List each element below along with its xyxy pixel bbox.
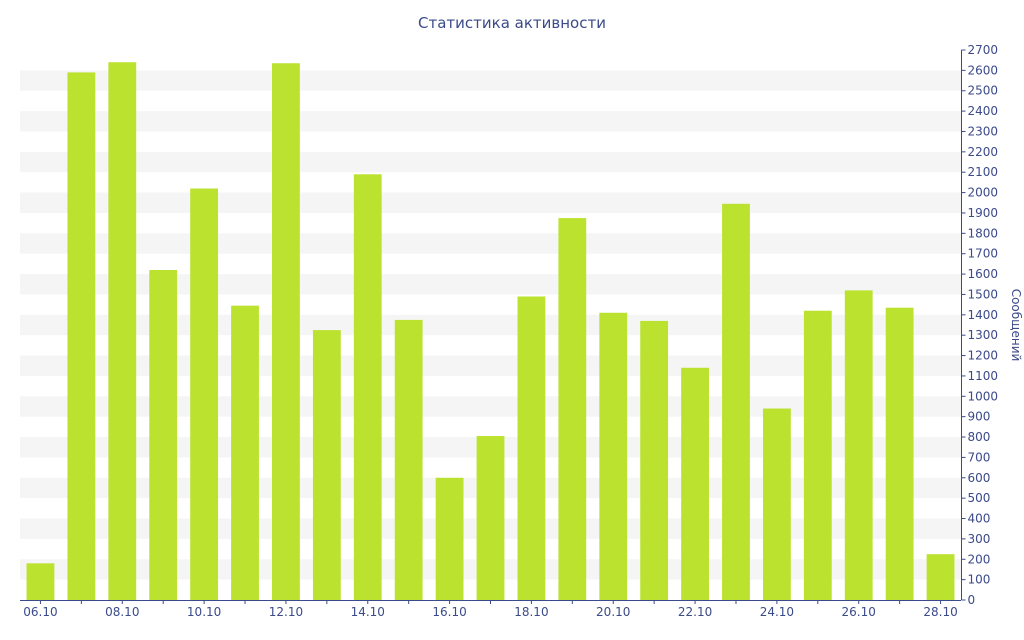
bar-08.10[interactable] — [108, 62, 137, 600]
y-axis-title: Сообщений — [1009, 289, 1023, 362]
bar-19.10[interactable] — [558, 218, 587, 601]
y-tick-label: 100 — [968, 573, 991, 587]
bar-17.10[interactable] — [476, 436, 505, 600]
bar-14.10[interactable] — [353, 174, 382, 600]
x-tick-label: 06.10 — [23, 605, 57, 619]
bar-26.10[interactable] — [844, 290, 873, 600]
bar-20.10[interactable] — [599, 312, 628, 600]
bar-28.10[interactable] — [926, 554, 955, 600]
y-tick-label: 2100 — [968, 165, 999, 179]
y-tick-label: 2200 — [968, 145, 999, 159]
bar-25.10[interactable] — [803, 310, 832, 600]
y-tick-label: 1800 — [968, 226, 999, 240]
y-tick-label: 900 — [968, 410, 991, 424]
y-tick-label: 1400 — [968, 308, 999, 322]
bar-23.10[interactable] — [722, 203, 750, 600]
bar-27.10[interactable] — [885, 307, 914, 600]
grid-band — [20, 111, 961, 132]
x-tick-label: 22.10 — [678, 605, 712, 619]
y-tick-label: 1000 — [968, 389, 999, 403]
bar-15.10[interactable] — [394, 319, 423, 600]
y-tick-label: 1200 — [968, 349, 999, 363]
bar-07.10[interactable] — [67, 72, 96, 600]
y-tick-label: 2000 — [968, 186, 999, 200]
bar-22.10[interactable] — [681, 367, 709, 600]
x-tick-label: 14.10 — [351, 605, 385, 619]
x-tick-label: 20.10 — [596, 605, 630, 619]
y-tick-label: 200 — [968, 552, 991, 566]
y-tick-label: 1700 — [968, 247, 999, 261]
x-tick-label: 24.10 — [760, 605, 794, 619]
y-tick-label: 2500 — [968, 84, 999, 98]
x-tick-label: 10.10 — [187, 605, 221, 619]
bar-24.10[interactable] — [762, 408, 791, 600]
y-tick-label: 500 — [968, 491, 991, 505]
x-tick-label: 18.10 — [514, 605, 548, 619]
bar-06.10[interactable] — [26, 563, 55, 600]
y-tick-label: 300 — [968, 532, 991, 546]
x-tick-label: 26.10 — [842, 605, 876, 619]
bars — [26, 62, 955, 601]
y-tick-label: 1900 — [968, 206, 999, 220]
y-tick-label: 2600 — [968, 63, 999, 77]
y-tick-label: 700 — [968, 450, 991, 464]
y-tick-label: 1600 — [968, 267, 999, 281]
bar-13.10[interactable] — [312, 330, 341, 600]
grid-band — [20, 192, 961, 213]
y-tick-label: 2700 — [968, 43, 999, 57]
x-tick-label: 08.10 — [105, 605, 139, 619]
y-tick-label: 1100 — [968, 369, 999, 383]
y-tick-label: 600 — [968, 471, 991, 485]
y-tick-label: 2300 — [968, 124, 999, 138]
x-axis: 06.10 08.10 10.10 12.10 14.10 16.10 18.10 20.10… — [20, 600, 961, 619]
x-tick-label: 28.10 — [923, 605, 957, 619]
bar-18.10[interactable] — [517, 296, 546, 600]
bar-09.10[interactable] — [149, 270, 178, 600]
grid-band — [20, 233, 961, 254]
y-tick-label: 400 — [968, 512, 991, 526]
y-tick-label: 800 — [968, 430, 991, 444]
bar-21.10[interactable] — [640, 320, 669, 600]
bar-12.10[interactable] — [272, 63, 300, 601]
x-tick-label: 12.10 — [269, 605, 303, 619]
chart-title: Статистика активности — [418, 14, 606, 32]
bar-16.10[interactable] — [435, 477, 464, 600]
bar-11.10[interactable] — [231, 305, 259, 600]
grid-band — [20, 70, 961, 91]
y-tick-label: 0 — [968, 593, 976, 607]
grid-band — [20, 151, 961, 173]
bar-10.10[interactable] — [190, 188, 219, 600]
y-tick-label: 1300 — [968, 328, 999, 342]
y-tick-label: 2400 — [968, 104, 999, 118]
y-tick-label: 1500 — [968, 287, 999, 301]
x-tick-label: 16.10 — [432, 605, 466, 619]
y-axis: 0 100 200 300 400 500 600 700 800 900 1000 1100 1200… — [961, 43, 999, 607]
